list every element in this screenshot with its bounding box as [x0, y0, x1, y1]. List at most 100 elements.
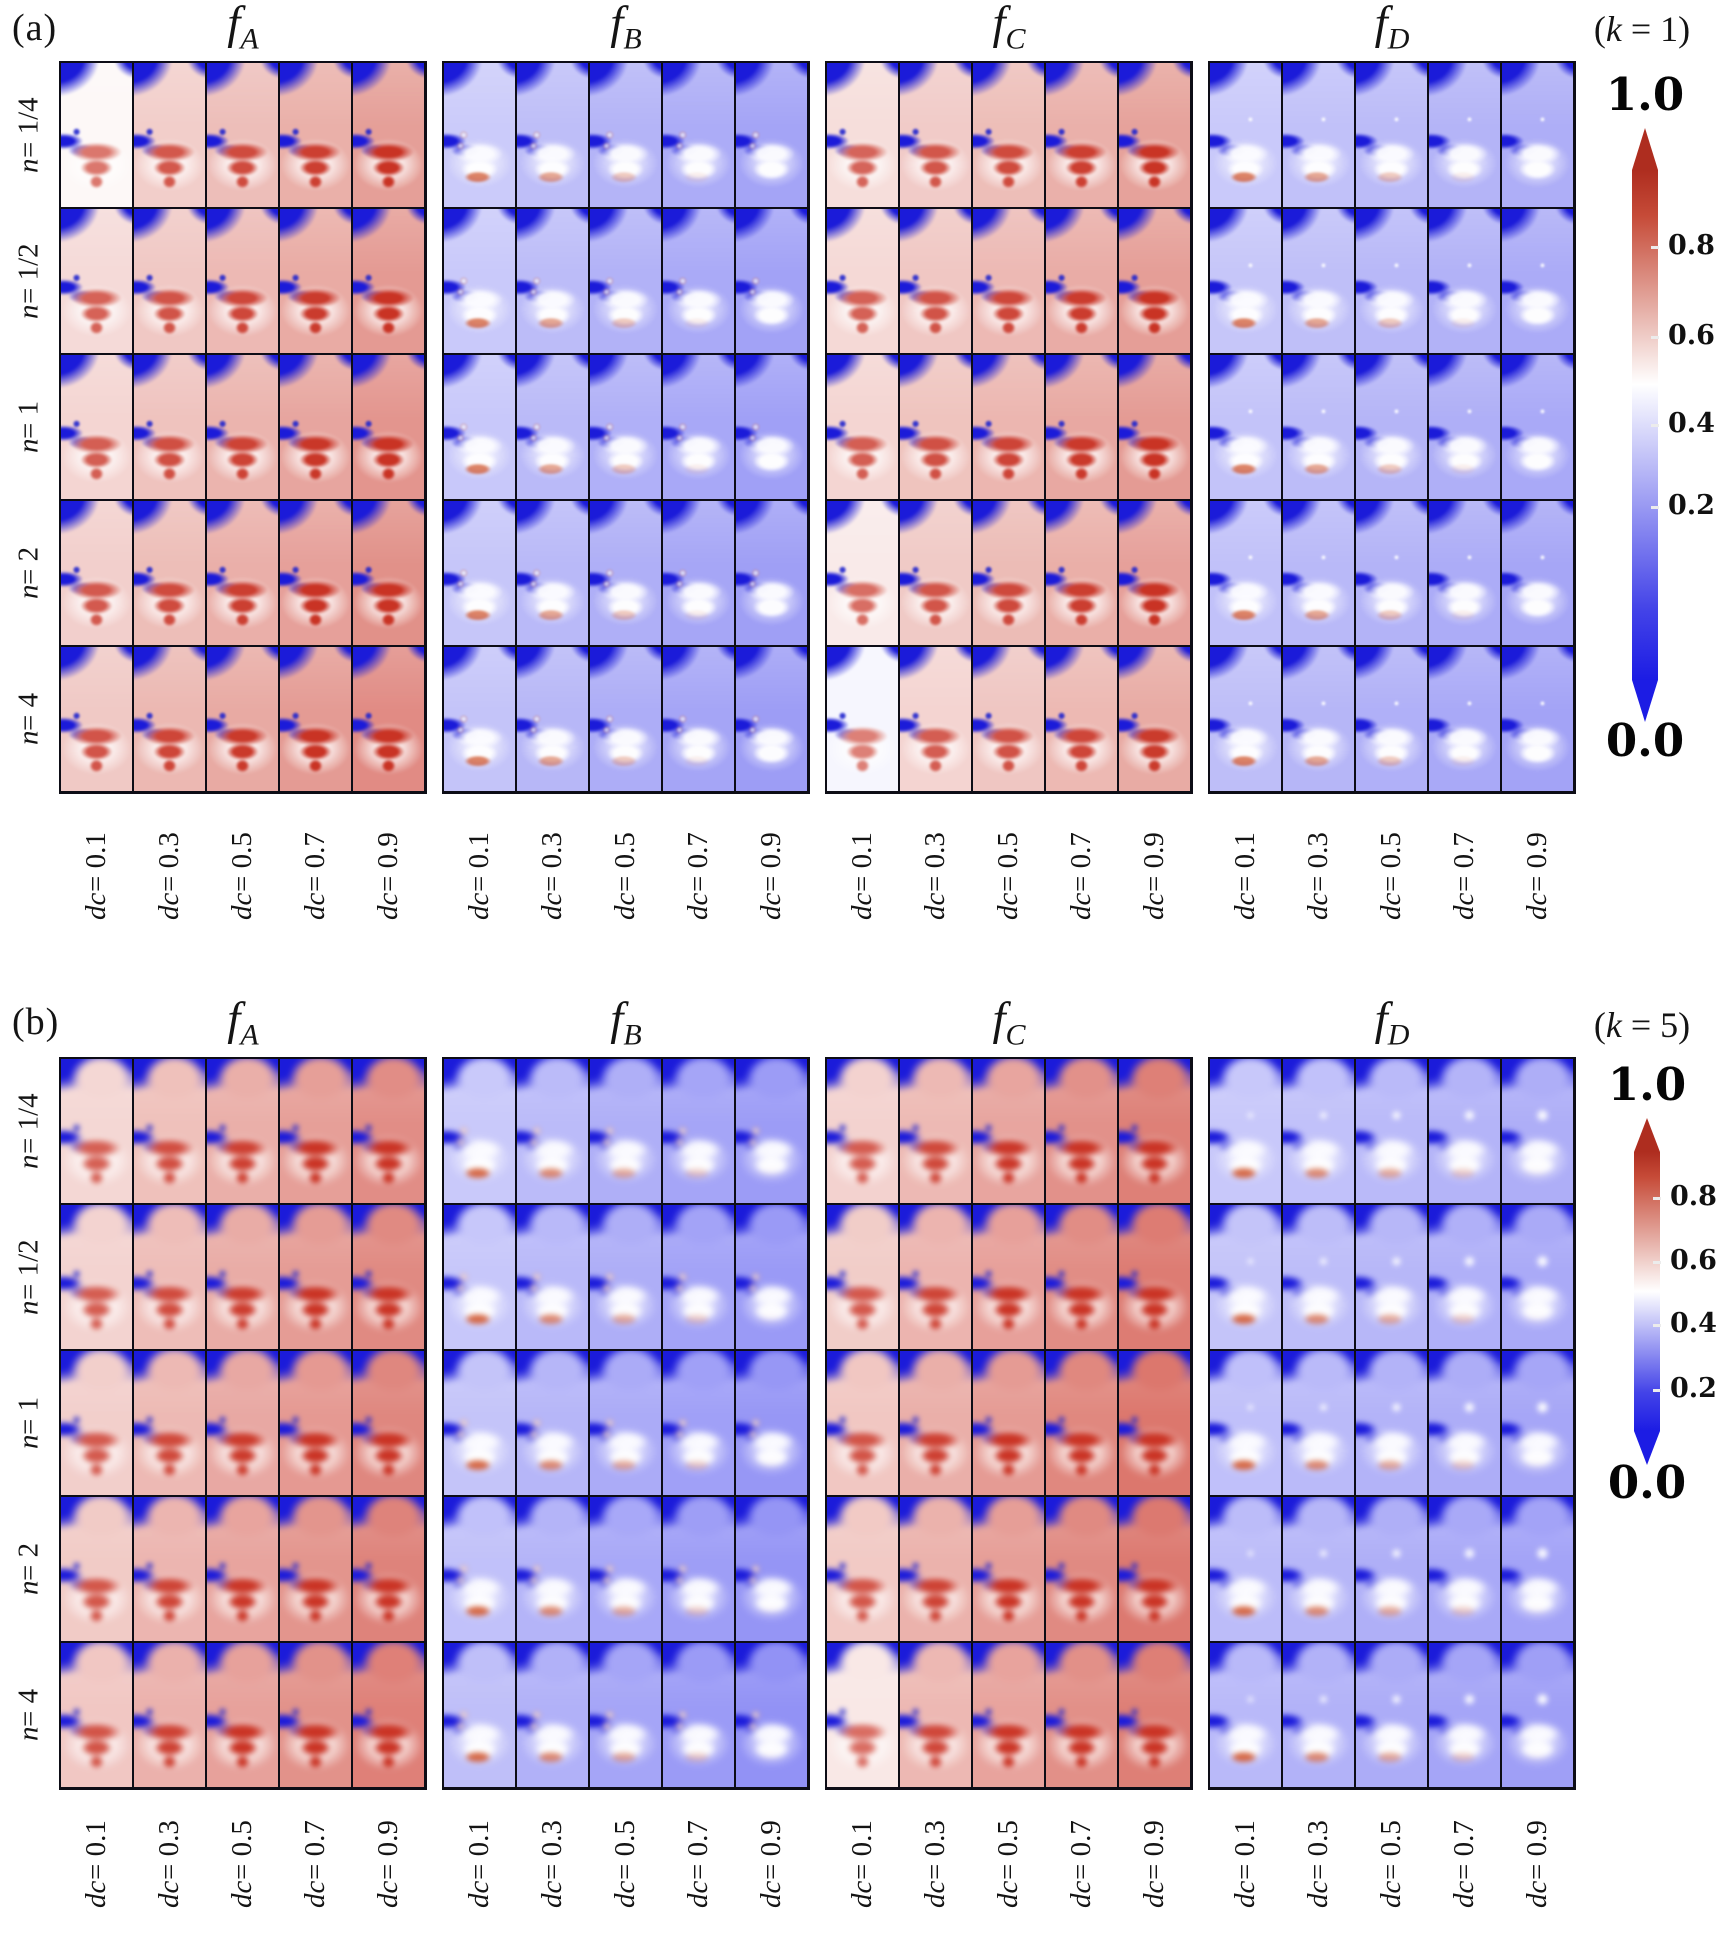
- col-label-rest: = 0.5: [992, 1820, 1024, 1881]
- heatmap-art: [353, 1351, 424, 1495]
- tile-a-fD-n0-dc0: [1209, 62, 1282, 208]
- col-label-var: dc: [755, 892, 787, 920]
- col-label-a-fC-2: dc = 0.5: [982, 800, 1035, 952]
- tile-a-fD-n0-dc4: [1501, 62, 1574, 208]
- group-header-var: f: [610, 0, 624, 49]
- tile-b-fD-n4-dc4: [1501, 1642, 1574, 1788]
- col-label-a-fD-3: dc = 0.7: [1438, 800, 1491, 952]
- heatmap-art: [1210, 501, 1281, 645]
- col-label-rest: = 0.5: [1375, 832, 1407, 893]
- row-label-var: n: [12, 158, 45, 173]
- heatmap-art: [444, 1351, 515, 1495]
- tile-b-fB-n2-dc4: [735, 1350, 808, 1496]
- heatmap-art: [353, 63, 424, 207]
- col-label-rest: = 0.9: [372, 1820, 404, 1881]
- heatmap-art: [1429, 355, 1500, 499]
- heatmap-art: [1356, 1351, 1427, 1495]
- col-label-a-fB-2: dc = 0.5: [599, 800, 652, 952]
- tile-a-fA-n0-dc0: [60, 62, 133, 208]
- heatmap-art: [1119, 1059, 1190, 1203]
- col-label-var: dc: [919, 1880, 951, 1908]
- tile-a-fA-n0-dc4: [352, 62, 425, 208]
- tile-a-fD-n4-dc2: [1355, 646, 1428, 792]
- colorbar-tick-label-b-3: 0.2: [1670, 1373, 1717, 1404]
- heatmap-art: [207, 1351, 278, 1495]
- col-label-b-fC-2: dc = 0.5: [982, 1796, 1035, 1932]
- tile-b-fD-n3-dc2: [1355, 1496, 1428, 1642]
- heatmap-art: [1210, 1643, 1281, 1787]
- colorbar-tick-a-3: [1651, 506, 1659, 509]
- panel-label-b: (b): [12, 1001, 60, 1043]
- heatmap-art: [1356, 1059, 1427, 1203]
- heatmap-art: [207, 647, 278, 791]
- heatmap-art: [280, 1351, 351, 1495]
- heatmap-art: [973, 355, 1044, 499]
- group-header-sub: B: [623, 22, 642, 56]
- heatmap-art: [663, 63, 734, 207]
- tile-b-fD-n0-dc0: [1209, 1058, 1282, 1204]
- tile-a-fB-n4-dc1: [516, 646, 589, 792]
- colorbar-down-arrow-icon-a: [1632, 680, 1658, 722]
- col-label-a-fD-1: dc = 0.3: [1292, 800, 1345, 952]
- col-label-a-fB-4: dc = 0.9: [745, 800, 798, 952]
- heatmap-art: [207, 1059, 278, 1203]
- panel-label-a: (a): [12, 7, 58, 49]
- col-label-var: dc: [1302, 1880, 1334, 1908]
- tile-b-fC-n0-dc4: [1118, 1058, 1191, 1204]
- heatmap-art: [736, 1497, 807, 1641]
- heatmap-art: [1210, 63, 1281, 207]
- col-label-var: dc: [1448, 892, 1480, 920]
- group-header-fB-a: fB: [516, 0, 736, 56]
- col-label-var: dc: [372, 892, 404, 920]
- heatmap-art: [134, 1059, 205, 1203]
- tile-a-fA-n2-dc1: [133, 354, 206, 500]
- col-label-rest: = 0.3: [919, 832, 951, 893]
- row-label-var: n: [12, 730, 45, 746]
- tile-b-fA-n4-dc1: [133, 1642, 206, 1788]
- heatmap-art: [900, 1643, 971, 1787]
- tile-b-fB-n2-dc1: [516, 1350, 589, 1496]
- k-rest: = 5): [1621, 1005, 1691, 1045]
- row-label-rest: = 1: [12, 1396, 45, 1435]
- heatmap-art: [280, 1205, 351, 1349]
- row-label-b-0: n = 1/4: [2, 1058, 56, 1204]
- heatmap-art: [827, 501, 898, 645]
- tile-a-fA-n2-dc0: [60, 354, 133, 500]
- col-label-rest: = 0.7: [299, 832, 331, 893]
- heatmap-art: [1429, 63, 1500, 207]
- col-label-a-fA-2: dc = 0.5: [216, 800, 269, 952]
- tile-b-fD-n0-dc1: [1282, 1058, 1355, 1204]
- tile-a-fB-n2-dc3: [662, 354, 735, 500]
- tile-b-fC-n4-dc4: [1118, 1642, 1191, 1788]
- col-label-b-fC-3: dc = 0.7: [1055, 1796, 1108, 1932]
- heatmap-art: [517, 355, 588, 499]
- heatmap-art: [736, 209, 807, 353]
- heatmap-art: [280, 1643, 351, 1787]
- col-label-a-fB-3: dc = 0.7: [672, 800, 725, 952]
- col-label-var: dc: [463, 1880, 495, 1908]
- col-label-rest: = 0.9: [1521, 832, 1553, 893]
- colorbar-tick-label-b-0: 0.8: [1670, 1181, 1717, 1212]
- heatmap-art: [1119, 1643, 1190, 1787]
- heatmap-art: [1502, 647, 1573, 791]
- tile-b-fA-n0-dc0: [60, 1058, 133, 1204]
- heatmap-art: [663, 209, 734, 353]
- heatmap-art: [900, 1351, 971, 1495]
- tile-b-fD-n3-dc1: [1282, 1496, 1355, 1642]
- heatmap-art: [827, 63, 898, 207]
- tile-a-fA-n1-dc4: [352, 208, 425, 354]
- tile-a-fD-n3-dc2: [1355, 500, 1428, 646]
- col-label-rest: = 0.5: [609, 1820, 641, 1881]
- heatmap-art: [736, 1351, 807, 1495]
- col-label-var: dc: [1065, 892, 1097, 920]
- tile-b-fC-n4-dc1: [899, 1642, 972, 1788]
- heatmap-art: [590, 1059, 661, 1203]
- col-label-a-fD-0: dc = 0.1: [1219, 800, 1272, 952]
- tile-a-fC-n4-dc3: [1045, 646, 1118, 792]
- heatmap-art: [663, 355, 734, 499]
- k-var: k: [1605, 9, 1622, 49]
- heatmap-art: [61, 501, 132, 645]
- tile-a-fC-n1-dc4: [1118, 208, 1191, 354]
- heatmap-art: [444, 1205, 515, 1349]
- col-label-rest: = 0.7: [1065, 832, 1097, 893]
